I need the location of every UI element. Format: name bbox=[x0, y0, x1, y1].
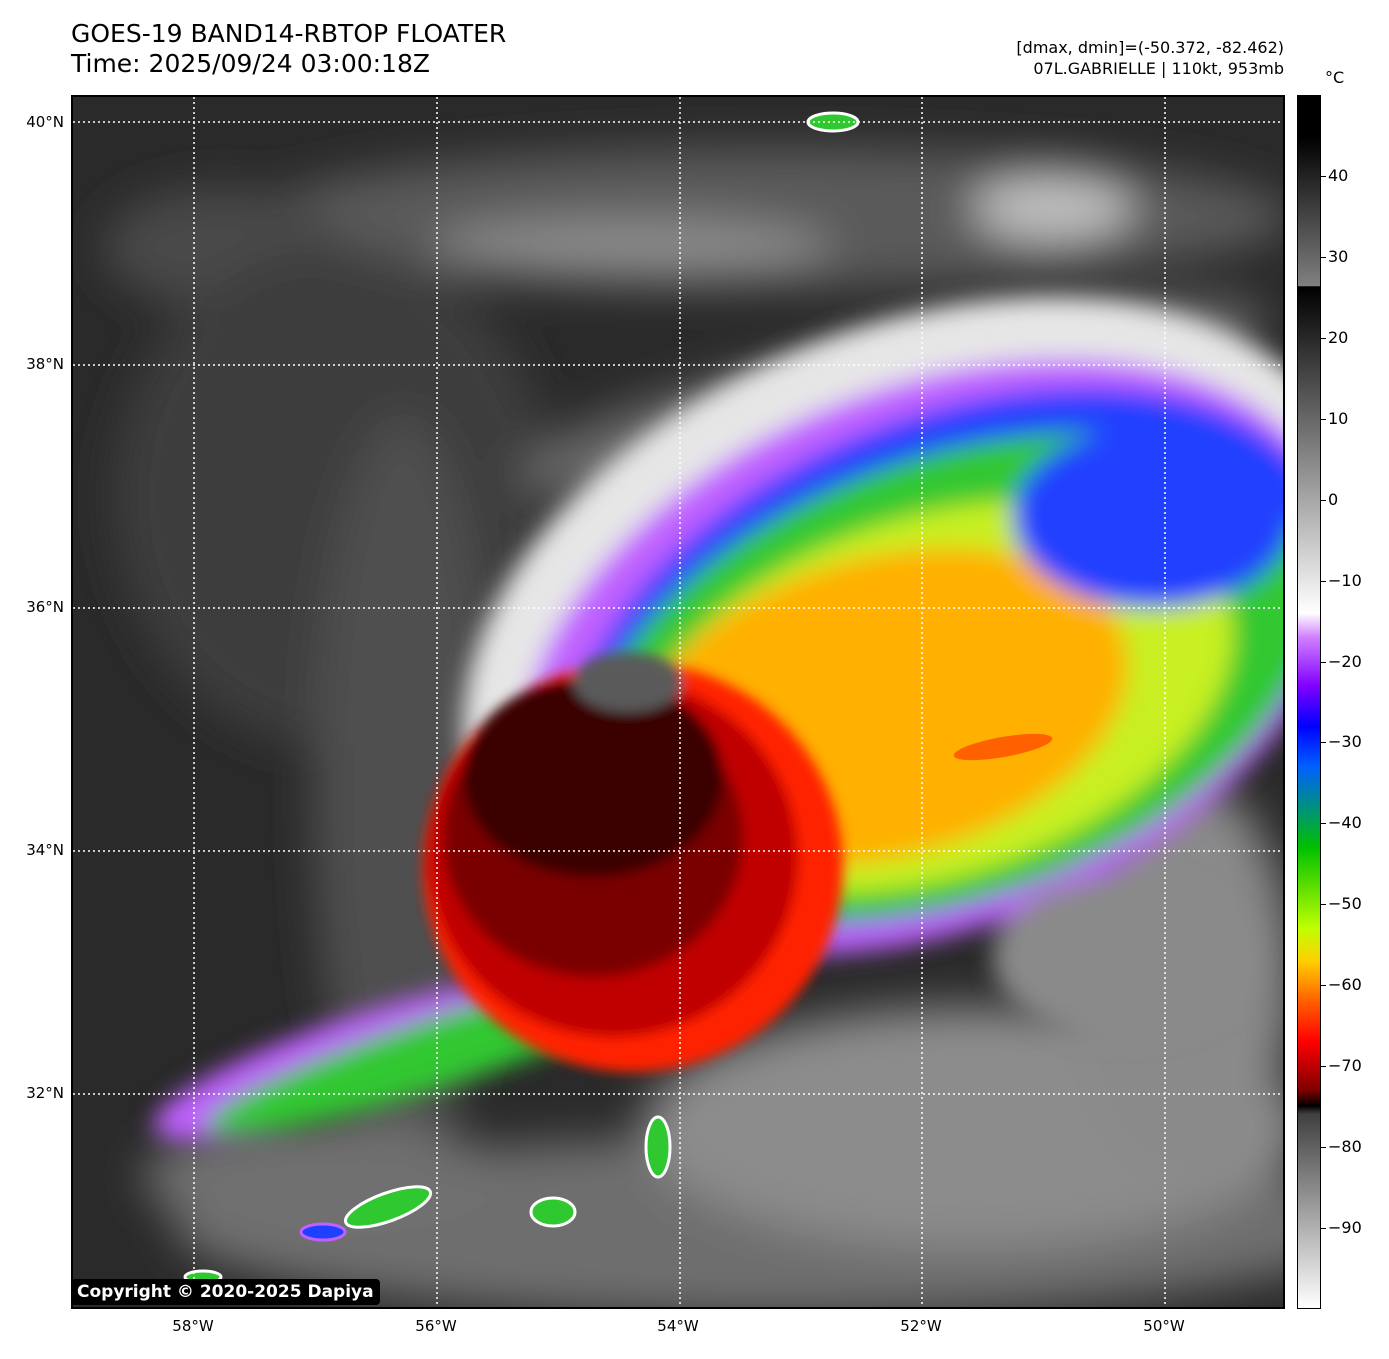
colorbar-tick bbox=[1321, 1147, 1326, 1149]
lat-label-34n: 34°N bbox=[26, 841, 64, 859]
colorbar-tick bbox=[1321, 580, 1326, 582]
temperature-colorbar bbox=[1297, 95, 1321, 1309]
colorbar-tick-label: 40 bbox=[1328, 165, 1349, 185]
lat-label-36n: 36°N bbox=[26, 598, 64, 616]
colorbar-tick-label: −60 bbox=[1328, 975, 1362, 995]
colorbar-tick-label: 30 bbox=[1328, 246, 1349, 266]
dmax-dmin-readout: [dmax, dmin]=(-50.372, -82.462) bbox=[1016, 38, 1284, 57]
colorbar-tick-label: −90 bbox=[1328, 1218, 1362, 1238]
colorbar-tick bbox=[1321, 175, 1326, 177]
background-clouds bbox=[103, 147, 1283, 1307]
colorbar-tick-label: 20 bbox=[1328, 327, 1349, 347]
colorbar-tick bbox=[1321, 823, 1326, 825]
colorbar-tick-label: −80 bbox=[1328, 1137, 1362, 1157]
satellite-imagery bbox=[73, 97, 1283, 1307]
lon-label-54w: 54°W bbox=[657, 1317, 699, 1335]
chart-title: GOES-19 BAND14-RBTOP FLOATER bbox=[71, 19, 507, 48]
lat-label-40n: 40°N bbox=[26, 113, 64, 131]
colorbar-tick bbox=[1321, 661, 1326, 663]
central-dense-overcast bbox=[423, 652, 843, 1072]
colorbar-tick bbox=[1321, 418, 1326, 420]
colorbar-unit: °C bbox=[1325, 68, 1345, 87]
colorbar-tick bbox=[1321, 1066, 1326, 1068]
colorbar-tick-label: −20 bbox=[1328, 651, 1362, 671]
copyright-notice: Copyright © 2020-2025 Dapiya bbox=[71, 1279, 380, 1305]
lon-label-50w: 50°W bbox=[1143, 1317, 1185, 1335]
lat-label-32n: 32°N bbox=[26, 1084, 64, 1102]
lon-label-52w: 52°W bbox=[900, 1317, 942, 1335]
colorbar-tick-label: −50 bbox=[1328, 894, 1362, 914]
colorbar-tick-label: −10 bbox=[1328, 570, 1362, 590]
colorbar-tick bbox=[1321, 256, 1326, 258]
colorbar-tick bbox=[1321, 742, 1326, 744]
graticule bbox=[73, 97, 1283, 1307]
storm-info: 07L.GABRIELLE | 110kt, 953mb bbox=[1033, 59, 1284, 78]
lon-label-56w: 56°W bbox=[415, 1317, 457, 1335]
colorbar-tick-label: −30 bbox=[1328, 732, 1362, 752]
colorbar-tick bbox=[1321, 499, 1326, 501]
colorbar-tick-label: 10 bbox=[1328, 408, 1349, 428]
colorbar-tick bbox=[1321, 904, 1326, 906]
colorbar-tick bbox=[1321, 1228, 1326, 1230]
timestamp: Time: 2025/09/24 03:00:18Z bbox=[71, 49, 430, 78]
colorbar-tick bbox=[1321, 337, 1326, 339]
colorbar-tick-label: 0 bbox=[1328, 489, 1339, 509]
satellite-map bbox=[71, 95, 1285, 1309]
colorbar-tick-label: −70 bbox=[1328, 1056, 1362, 1076]
lon-label-58w: 58°W bbox=[172, 1317, 214, 1335]
colorbar-tick bbox=[1321, 985, 1326, 987]
lat-label-38n: 38°N bbox=[26, 355, 64, 373]
colorbar-tick-label: −40 bbox=[1328, 813, 1362, 833]
